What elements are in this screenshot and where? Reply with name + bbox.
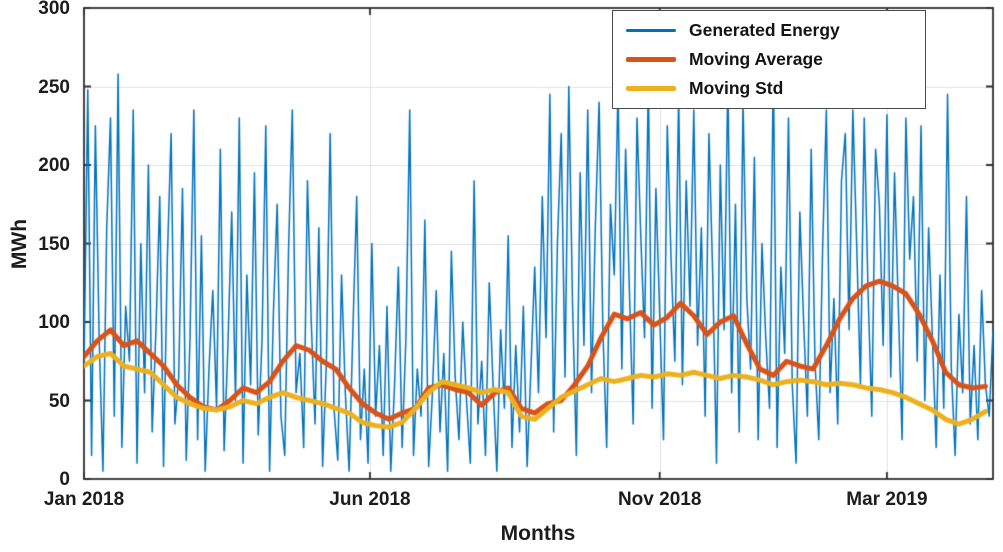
legend-line-sample-generated-energy xyxy=(626,29,676,32)
y-tick-label: 300 xyxy=(38,0,70,19)
x-tick-label: Mar 2019 xyxy=(846,489,928,510)
y-axis-label: MWh xyxy=(8,218,31,270)
y-tick-label: 0 xyxy=(59,469,70,490)
y-tick-label: 250 xyxy=(38,76,70,98)
x-tick-label: Jan 2018 xyxy=(43,489,125,510)
y-tick-label: 100 xyxy=(38,312,70,333)
legend-line-sample-moving-average xyxy=(626,57,676,62)
y-tick-label: 200 xyxy=(38,155,70,176)
y-tick-label: 50 xyxy=(48,390,70,412)
legend-item-moving-std: Moving Std xyxy=(613,74,925,103)
legend-item-generated-energy: Generated Energy xyxy=(613,16,925,45)
legend-label-moving-std: Moving Std xyxy=(689,78,784,98)
y-tick-label: 150 xyxy=(38,233,70,255)
legend-label-moving-average: Moving Average xyxy=(689,49,823,69)
legend-line-sample-moving-std xyxy=(626,86,676,91)
x-tick-label: Jun 2018 xyxy=(329,489,411,510)
legend-label-generated-energy: Generated Energy xyxy=(689,20,840,40)
legend-item-moving-average: Moving Average xyxy=(613,45,925,74)
legend: Generated Energy Moving Average Moving S… xyxy=(612,10,926,109)
x-axis-label: Months xyxy=(500,522,576,545)
x-tick-label: Nov 2018 xyxy=(617,489,702,510)
